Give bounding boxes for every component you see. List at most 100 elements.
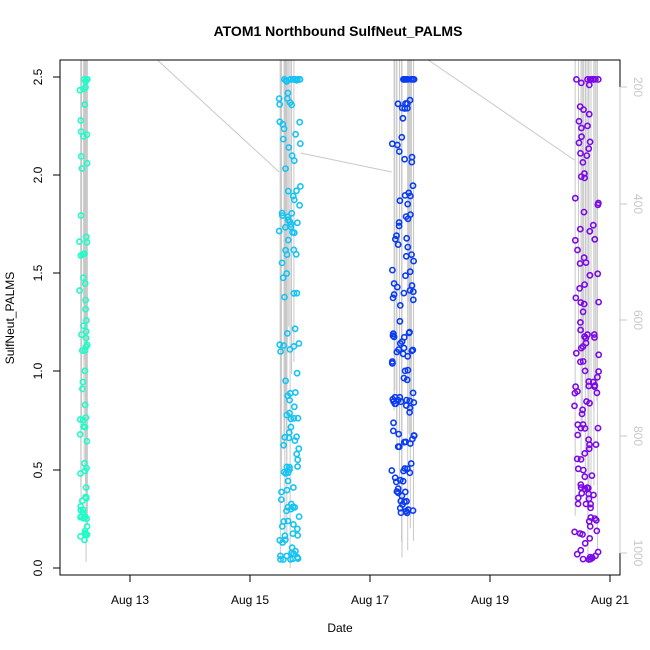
data-point (294, 463, 301, 470)
data-point (395, 222, 403, 230)
data-point (79, 385, 86, 393)
data-point (287, 220, 295, 228)
data-point (284, 236, 292, 244)
data-point (404, 200, 412, 208)
data-point (394, 485, 402, 492)
data-point (410, 257, 417, 265)
data-point (291, 325, 299, 333)
y-right-tick-label: 200 (631, 77, 645, 97)
pressure-track-segment (427, 59, 575, 161)
data-point (401, 191, 409, 199)
data-point (291, 437, 299, 444)
data-point (573, 550, 581, 558)
data-point (577, 318, 584, 326)
data-point (388, 467, 396, 474)
data-point (77, 502, 85, 510)
y-axis-label: SulfNeut_PALMS (3, 272, 17, 365)
data-point (294, 456, 302, 464)
data-point (388, 266, 396, 274)
data-point (404, 366, 412, 374)
data-point (585, 110, 593, 118)
data-point (581, 485, 589, 493)
data-point (283, 329, 291, 337)
data-point (409, 296, 417, 304)
data-point (77, 128, 85, 135)
data-point (78, 331, 85, 338)
data-point (581, 174, 588, 182)
data-point (577, 326, 584, 334)
data-point (409, 288, 417, 296)
data-point (399, 477, 407, 485)
y-right-tick-label: 400 (631, 194, 645, 214)
data-point (293, 525, 301, 533)
data-point (295, 513, 303, 520)
data-point (287, 500, 295, 508)
data-point (408, 251, 415, 258)
data-point (77, 252, 85, 259)
y-tick-label: 0.0 (31, 559, 45, 576)
data-point (409, 182, 417, 190)
data-point (574, 246, 581, 254)
data-point (579, 308, 587, 316)
y-tick-label: 2.5 (31, 68, 45, 85)
data-point (289, 228, 296, 236)
data-point (589, 221, 597, 229)
data-point (81, 527, 89, 535)
data-point (593, 389, 601, 397)
data-point (401, 488, 409, 496)
data-point (278, 212, 286, 219)
data-point (389, 294, 397, 302)
x-tick-label: Aug 13 (111, 593, 149, 607)
data-point (280, 468, 288, 476)
data-point (83, 131, 91, 138)
data-point (290, 414, 298, 422)
data-point (590, 331, 598, 338)
data-point (80, 322, 87, 330)
data-point (276, 552, 284, 560)
data-point (581, 333, 588, 340)
data-point (293, 553, 301, 561)
data-point (397, 497, 405, 505)
data-point (402, 402, 410, 409)
data-point (572, 383, 579, 391)
data-point (571, 402, 578, 410)
data-point (81, 423, 89, 431)
data-point (280, 342, 288, 349)
data-point (587, 514, 595, 521)
data-point (284, 503, 292, 511)
data-point (595, 199, 602, 207)
data-point (286, 466, 293, 473)
data-point (585, 436, 592, 443)
data-point (578, 133, 585, 141)
data-point (288, 549, 295, 557)
data-point (582, 500, 590, 508)
data-point (574, 494, 582, 502)
data-point (282, 165, 289, 172)
data-point (574, 421, 582, 429)
data-point (574, 465, 582, 473)
data-point (289, 521, 297, 528)
data-point (586, 138, 594, 146)
data-point (290, 246, 298, 254)
data-point (586, 535, 594, 542)
plot-frame (59, 59, 621, 576)
data-point (407, 460, 415, 467)
data-point (78, 165, 86, 172)
data-point (276, 101, 284, 108)
data-point (293, 76, 301, 84)
data-point (400, 374, 408, 382)
data-point (285, 144, 293, 151)
data-point (400, 438, 408, 446)
data-point (572, 349, 580, 357)
data-point (282, 377, 289, 385)
data-point (577, 546, 585, 554)
data-point (594, 373, 601, 381)
data-point (296, 140, 304, 147)
data-point (393, 283, 401, 291)
data-point (283, 251, 291, 258)
data-point (577, 344, 585, 352)
data-point (403, 465, 411, 473)
data-point (287, 423, 295, 431)
data-point (408, 347, 416, 355)
data-point (584, 122, 591, 130)
